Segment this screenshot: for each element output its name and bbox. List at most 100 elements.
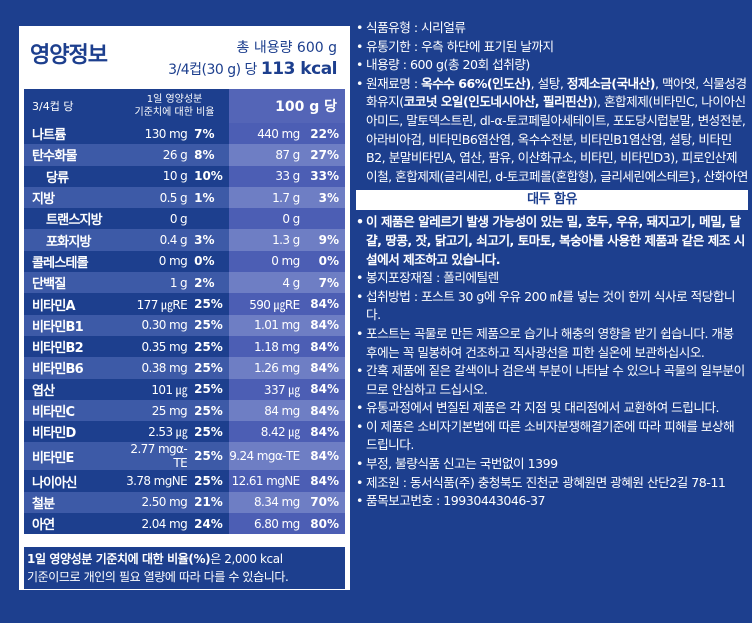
ingredients: 원재료명 : 옥수수 66%(인도산), 설탕, 정제소금(국내산), 맥아엿,… bbox=[356, 75, 748, 187]
total-content-label: 총 내용량 600 g bbox=[236, 40, 337, 56]
amount-per-100g: 1.3 g bbox=[228, 229, 304, 251]
percent-per-100g: 84% bbox=[303, 378, 345, 400]
ingredients-text-3: ), 혼합제제(비타민C, 나이아신아미드, 말토덱스트린, dl-α-토코페릴… bbox=[366, 94, 748, 184]
amount-per-serving: 0 mg bbox=[158, 254, 188, 269]
nutrition-row: 비타민B2 0.35 mg 25% 1.18 mg 84% bbox=[24, 335, 345, 358]
daily-value-percent: 8% bbox=[194, 147, 215, 162]
nutrient-name: 비타민E bbox=[32, 450, 74, 466]
amount-per-serving: 2.50 mg bbox=[141, 495, 188, 510]
amount-per-100g: 0 mg bbox=[228, 250, 304, 273]
table-header-row: 3/4컵 당 1일 영양성분 기준치에 대한 비율 100 g 당 bbox=[24, 89, 345, 123]
nutrition-row: 트랜스지방 0 g 0 g bbox=[24, 208, 345, 230]
percent-per-100g: 84% bbox=[303, 357, 345, 379]
amount-per-100g: 440 mg bbox=[228, 123, 304, 145]
amount-per-serving: 130 mg bbox=[144, 126, 188, 141]
percent-per-100g: 0% bbox=[303, 250, 345, 273]
header-daily-value-line1: 1일 영양성분 bbox=[146, 94, 203, 105]
daily-value-percent: 25% bbox=[194, 424, 223, 439]
amount-per-100g: 337 ㎍ bbox=[228, 378, 304, 400]
percent-per-100g: 7% bbox=[303, 272, 345, 294]
ingredients-prefix: 원재료명 : bbox=[366, 75, 422, 91]
nutrient-name: 나트륨 bbox=[32, 128, 66, 144]
percent-per-100g: 9% bbox=[303, 229, 345, 251]
daily-value-percent: 25% bbox=[194, 474, 223, 489]
daily-value-percent: 0% bbox=[194, 254, 215, 269]
ingredient-corn: 옥수수 66%(인도산) bbox=[421, 75, 531, 91]
percent-per-100g: 84% bbox=[303, 470, 345, 492]
nutrition-row: 엽산 101 ㎍ 25% 337 ㎍ 84% bbox=[24, 378, 345, 400]
nutrient-name: 포화지방 bbox=[46, 234, 91, 250]
percent-per-100g: 84% bbox=[303, 421, 345, 443]
ingredient-coconut-oil: 코코넛 오일(인도네시아산, 필리핀산) bbox=[403, 94, 593, 110]
nutrition-row: 나트륨 130 mg 7% 440 mg 22% bbox=[24, 123, 345, 145]
amount-per-serving: 26 g bbox=[162, 147, 188, 162]
amount-per-serving: 10 g bbox=[162, 169, 188, 184]
daily-value-percent: 1% bbox=[194, 190, 215, 205]
manufacturer: 제조원 : 동서식품(주) 충청북도 진천군 광혜원면 광혜원 산단2길 78-… bbox=[356, 474, 748, 493]
footnote-rest: 은 2,000 kcal bbox=[210, 552, 283, 566]
daily-value-percent: 24% bbox=[194, 516, 223, 531]
nutrient-name: 비타민B2 bbox=[32, 341, 84, 357]
nutrition-row: 비타민B1 0.30 mg 25% 1.01 mg 84% bbox=[24, 314, 345, 336]
amount-per-100g: 8.42 ㎍ bbox=[228, 421, 304, 443]
nutrition-row: 철분 2.50 mg 21% 8.34 mg 70% bbox=[24, 491, 345, 514]
nutrient-name: 비타민B6 bbox=[32, 362, 84, 378]
amount-per-serving: 3.78 mgNE bbox=[126, 474, 188, 489]
footnote-bold: 1일 영양성분 기준치에 대한 비율(%) bbox=[27, 552, 211, 566]
amount-per-serving: 0.4 g bbox=[159, 233, 188, 248]
nutrition-table: 3/4컵 당 1일 영양성분 기준치에 대한 비율 100 g 당 나트륨 130… bbox=[24, 89, 345, 535]
nutrient-name: 트랜스지방 bbox=[46, 213, 103, 229]
nutrition-row: 비타민B6 0.38 mg 25% 1.26 mg 84% bbox=[24, 357, 345, 379]
nutrition-row: 포화지방 0.4 g 3% 1.3 g 9% bbox=[24, 229, 345, 251]
nutrition-row: 탄수화물 26 g 8% 87 g 27% bbox=[24, 144, 345, 166]
packaging: 봉지포장재질 : 폴리에틸렌 bbox=[356, 269, 748, 288]
daily-value-percent: 2% bbox=[194, 275, 215, 290]
percent-per-100g: 84% bbox=[303, 335, 345, 358]
percent-per-100g: 84% bbox=[303, 314, 345, 336]
amount-per-serving: 101 ㎍ bbox=[151, 382, 188, 397]
serving-kcal: 113 kcal bbox=[260, 59, 338, 79]
ingredients-text-2: , 맥아엿, 식물성경화유지( bbox=[366, 75, 747, 110]
amount-per-serving: 0 g bbox=[169, 211, 188, 226]
nutrition-row: 콜레스테롤 0 mg 0% 0 mg 0% bbox=[24, 250, 345, 273]
nutrition-row: 단백질 1 g 2% 4 g 7% bbox=[24, 272, 345, 294]
report-notice: 부정, 불량식품 신고는 국번없이 1399 bbox=[356, 455, 748, 474]
amount-per-100g: 84 mg bbox=[228, 399, 304, 422]
header-per-100g: 100 g 당 bbox=[228, 89, 345, 123]
nutrition-row: 지방 0.5 g 1% 1.7 g 3% bbox=[24, 186, 345, 209]
daily-value-percent: 25% bbox=[194, 382, 223, 397]
header-daily-value-line2: 기준치에 대한 비율 bbox=[134, 107, 215, 118]
daily-value-percent: 25% bbox=[194, 318, 223, 333]
amount-per-serving: 2.77 mgα-TE bbox=[130, 442, 188, 471]
storage-notice: 포스트는 곡물로 만든 제품으로 습기나 해충의 영향을 받기 쉽습니다. 개봉… bbox=[356, 325, 748, 362]
percent-per-100g: 84% bbox=[303, 293, 345, 315]
daily-value-percent: 7% bbox=[194, 126, 215, 141]
nutrition-row: 비타민E 2.77 mgα-TE 25% 9.24 mgα-TE 84% bbox=[24, 442, 345, 471]
nutrient-name: 비타민B1 bbox=[32, 319, 84, 335]
percent-per-100g: 80% bbox=[303, 513, 345, 535]
daily-value-percent: 21% bbox=[194, 495, 223, 510]
nutrition-row: 비타민A 177 ㎍RE 25% 590 ㎍RE 84% bbox=[24, 293, 345, 315]
expiry: 유통기한 : 우측 하단에 표기된 날까지 bbox=[356, 38, 748, 57]
spots-notice: 간혹 제품에 짙은 갈색이나 검은색 부분이 나타날 수 있으나 곡물의 일부분… bbox=[356, 362, 748, 399]
percent-per-100g: 84% bbox=[303, 442, 345, 471]
nutrient-name: 아연 bbox=[32, 518, 55, 534]
daily-value-percent: 3% bbox=[194, 233, 215, 248]
serving-label: 3/4컵(30 g) 당 bbox=[168, 62, 257, 78]
amount-per-100g: 590 ㎍RE bbox=[228, 293, 304, 315]
nutrient-name: 철분 bbox=[32, 496, 55, 512]
percent-per-100g: 70% bbox=[303, 491, 345, 514]
nutrient-name: 탄수화물 bbox=[32, 149, 77, 165]
amount-per-100g: 1.26 mg bbox=[228, 357, 304, 379]
product-info: 식품유형 : 시리얼류 유통기한 : 우측 하단에 표기된 날까지 내용량 : … bbox=[356, 19, 748, 511]
exchange-notice: 유통과정에서 변질된 제품은 각 지점 및 대리점에서 교환하여 드립니다. bbox=[356, 399, 748, 418]
food-type: 식품유형 : 시리얼류 bbox=[356, 19, 748, 38]
footnote-line2: 기준이므로 개인의 필요 열량에 따라 다를 수 있습니다. bbox=[27, 570, 289, 584]
serving-calories: 3/4컵(30 g) 당 113 kcal bbox=[168, 59, 337, 79]
amount-per-100g: 87 g bbox=[228, 144, 304, 166]
amount-per-100g: 1.18 mg bbox=[228, 335, 304, 358]
compensation-notice: 이 제품은 소비자기본법에 따른 소비자분쟁해결기준에 따라 피해를 보상해 드… bbox=[356, 418, 748, 455]
amount-per-serving: 2.53 ㎍ bbox=[148, 425, 188, 440]
amount-per-100g: 1.01 mg bbox=[228, 314, 304, 336]
allergy-banner: 대두 함유 bbox=[356, 190, 748, 211]
